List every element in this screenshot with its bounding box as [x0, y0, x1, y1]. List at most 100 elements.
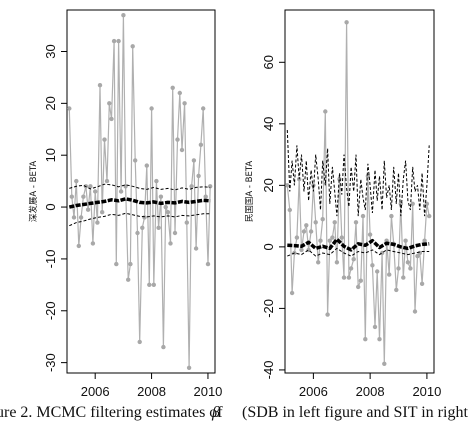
- left-observed-point: [95, 220, 100, 225]
- right-observed-point: [341, 275, 347, 280]
- left-observed-point: [179, 147, 185, 153]
- left-observed-point: [71, 215, 77, 220]
- right-series-0: [285, 20, 432, 366]
- right-observed-point: [320, 217, 325, 222]
- left-observed-point: [102, 137, 107, 142]
- left-observed-point: [128, 261, 133, 267]
- right-observed-point: [353, 220, 359, 225]
- right-observed-point: [325, 312, 330, 317]
- right-observed-point: [327, 238, 332, 243]
- left-observed-point: [100, 210, 105, 215]
- left-observed-point: [126, 277, 131, 282]
- left-y-tick-label: -20: [43, 301, 58, 320]
- left-y-tick-label: -30: [43, 353, 58, 372]
- left-observed-point: [135, 230, 140, 236]
- left-observed-point: [172, 230, 178, 236]
- right-observed-point: [301, 229, 307, 234]
- left-observed-point: [156, 225, 161, 230]
- right-observed-point: [289, 290, 295, 296]
- caption-beta-symbol: β: [212, 404, 220, 421]
- right-series-1: [287, 237, 430, 252]
- right-series-2: [286, 129, 430, 217]
- left-observed-point: [147, 282, 152, 287]
- left-observed-point: [88, 184, 93, 189]
- right-observed-point: [346, 275, 352, 280]
- left-observed-point: [140, 225, 145, 230]
- right-observed-point: [372, 324, 378, 330]
- left-observed-point: [133, 158, 138, 163]
- left-observed-point: [161, 344, 166, 350]
- left-estimate-line: [68, 197, 211, 209]
- left-y-tick-label: -10: [43, 250, 58, 269]
- right-observed-point: [339, 235, 344, 240]
- left-observed-point: [109, 116, 114, 122]
- right-observed-point: [334, 260, 340, 265]
- right-observed-point: [285, 183, 290, 188]
- right-y-tick-label: -20: [261, 299, 276, 318]
- right-observed-point: [387, 272, 392, 277]
- left-y-axis-label: 深发展A - BETA: [28, 161, 39, 223]
- left-series-3: [69, 212, 211, 227]
- left-plot-frame: [66, 9, 216, 374]
- right-observed-point: [417, 250, 422, 256]
- left-panel: 2006 2008 2010 -30 -20 -10 0 10 20 30 深发展A - BETA: [28, 9, 222, 399]
- right-plot-frame: [284, 9, 435, 374]
- left-observed-point: [175, 137, 180, 142]
- right-observed-point: [382, 361, 387, 366]
- left-upper-band-line: [69, 183, 211, 191]
- left-observed-point: [154, 178, 159, 184]
- right-y-tick-label: -40: [261, 361, 276, 380]
- right-observed-point: [299, 247, 304, 253]
- left-observed-point: [191, 158, 197, 163]
- left-observed-point: [116, 38, 121, 44]
- left-observed-point: [203, 194, 208, 199]
- left-observed-point: [67, 106, 72, 111]
- right-observed-point: [394, 287, 399, 293]
- left-x-tick-label: 2006: [81, 384, 110, 399]
- right-observed-point: [287, 207, 292, 213]
- right-observed-point: [304, 223, 309, 228]
- right-observed-point: [348, 266, 354, 271]
- left-observed-point: [158, 194, 164, 199]
- right-y-tick-label: 20: [261, 178, 276, 192]
- right-observed-point: [396, 266, 401, 271]
- right-observed-point: [360, 213, 366, 219]
- right-observed-point: [412, 309, 418, 314]
- right-observed-point: [330, 235, 335, 240]
- figure-caption: ure 2. MCMC filtering estimates of β (SD…: [0, 404, 474, 426]
- left-observed-line: [68, 15, 211, 368]
- right-observed-point: [316, 260, 321, 265]
- left-observed-point: [198, 142, 204, 147]
- right-observed-point: [398, 201, 403, 206]
- right-observed-point: [363, 337, 368, 342]
- right-y-tick-label: 60: [261, 55, 276, 69]
- right-observed-point: [358, 278, 363, 283]
- left-observed-point: [163, 204, 168, 210]
- left-x-tick-label: 2008: [137, 384, 166, 399]
- left-y-tick-label: 0: [43, 203, 58, 210]
- left-observed-point: [111, 38, 117, 44]
- caption-prefix: ure 2. MCMC filtering estimates of: [0, 404, 223, 421]
- left-observed-point: [144, 163, 149, 168]
- left-observed-point: [193, 246, 199, 251]
- right-observed-point: [427, 213, 432, 219]
- right-observed-point: [332, 220, 337, 225]
- right-observed-point: [367, 232, 373, 237]
- right-observed-point: [389, 213, 394, 219]
- right-observed-point: [422, 238, 427, 243]
- left-observed-point: [76, 243, 82, 249]
- right-upper-band-line: [286, 129, 430, 217]
- right-panel: 2006 2008 2010 -40 -20 0 20 40 60 民国国A - BETA: [245, 9, 441, 399]
- right-observed-point: [323, 109, 328, 114]
- right-x-tick-label: 2006: [299, 384, 328, 399]
- left-observed-point: [114, 261, 119, 267]
- right-x-tick-label: 2008: [356, 384, 385, 399]
- right-observed-point: [351, 257, 356, 262]
- left-observed-point: [189, 184, 194, 189]
- left-observed-point: [168, 241, 173, 246]
- caption-suffix: (SDB in left figure and SIT in right: [242, 404, 468, 421]
- left-observed-point: [137, 339, 142, 345]
- left-observed-point: [151, 282, 156, 287]
- right-y-axis-label: 民国国A - BETA: [245, 161, 255, 223]
- left-y-tick-label: 30: [43, 44, 58, 58]
